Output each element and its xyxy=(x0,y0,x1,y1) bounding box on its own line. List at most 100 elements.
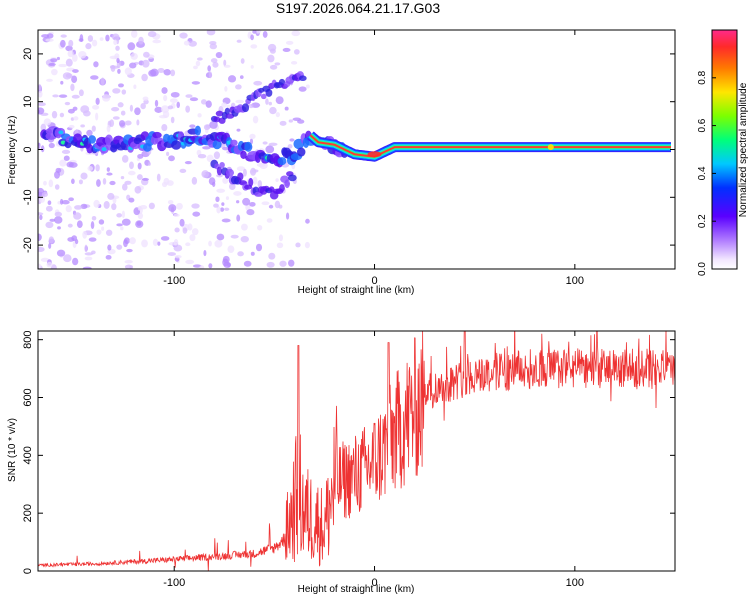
spectrogram-cell xyxy=(250,64,254,69)
x-tick-label: -100 xyxy=(163,275,185,287)
spectrogram-cell xyxy=(84,244,88,253)
spectrogram-cell xyxy=(305,218,310,224)
spectrogram-cell xyxy=(220,207,225,212)
spectrogram-cell xyxy=(152,39,162,44)
spectrogram-cell xyxy=(170,116,175,124)
spectrogram-cell xyxy=(117,83,124,88)
spectrogram-cell xyxy=(215,196,220,203)
spectrogram-cell xyxy=(78,50,87,59)
spectrogram-cell xyxy=(63,254,72,263)
spectrogram-cell xyxy=(215,51,223,59)
spectrogram-cell xyxy=(240,58,245,64)
spectrogram-cell xyxy=(148,202,155,210)
spectrogram-cell xyxy=(106,124,111,133)
spectrogram-cell xyxy=(171,140,182,150)
spectrogram-cell xyxy=(191,81,201,85)
spectrogram-cell xyxy=(279,184,285,193)
spectrogram-cell xyxy=(279,260,287,267)
spectrogram-cell xyxy=(142,96,149,101)
spectrogram-cell xyxy=(174,227,180,233)
spectrogram-cell xyxy=(147,161,151,166)
spectrogram-cell xyxy=(78,179,83,185)
spectrogram-cell xyxy=(120,175,125,180)
spectrogram-cell xyxy=(179,168,187,174)
spectrogram-cell xyxy=(206,30,216,36)
y-tick-label: 0 xyxy=(22,146,34,152)
spectrogram-cell xyxy=(120,226,124,231)
spectrogram-cell xyxy=(91,125,96,132)
spectrogram-cell xyxy=(197,113,202,118)
y-tick-label: 800 xyxy=(22,330,34,348)
spectrogram-cell xyxy=(252,115,259,124)
spectrogram-cell xyxy=(176,202,183,210)
spectrogram-cell xyxy=(192,211,201,217)
spectrogram-cell xyxy=(298,75,307,82)
spectrogram-cell xyxy=(228,75,237,83)
spectrogram-cell xyxy=(105,229,113,236)
spectrogram-cell xyxy=(189,124,196,128)
spectrogram-cell xyxy=(134,107,141,116)
spectrogram-cell xyxy=(191,228,199,236)
spectrogram-cell xyxy=(115,45,120,51)
spectrogram-cell xyxy=(288,259,295,267)
spectrogram-cell xyxy=(203,124,211,131)
spectrogram-cell xyxy=(167,252,176,257)
figure-title: S197.2026.064.21.17.G03 xyxy=(276,0,440,16)
spectrogram-cell xyxy=(289,138,295,142)
spectrogram-cell xyxy=(38,212,44,216)
spectrogram-cell xyxy=(196,57,203,61)
spectrogram-cell xyxy=(287,144,293,149)
spectrogram-cell xyxy=(221,202,225,206)
spectrogram-cell xyxy=(71,178,75,185)
spectrogram-cell xyxy=(147,31,157,38)
spectrogram-cell xyxy=(274,62,281,66)
spectrogram-cell xyxy=(216,188,226,193)
spectrogram-cell xyxy=(40,145,45,153)
spectrogram-cell xyxy=(129,237,136,245)
spectrogram-cell xyxy=(141,73,148,82)
spectrogram-cell xyxy=(43,180,47,186)
spectrogram-cell xyxy=(213,151,221,160)
spectrogram-cell xyxy=(225,196,230,200)
spectrogram-cell xyxy=(56,56,60,61)
spectrogram-cell xyxy=(224,207,230,211)
spectrogram-cell xyxy=(124,180,132,185)
spectrogram-cell xyxy=(173,244,183,252)
spectrogram-cell xyxy=(121,210,126,219)
spectrogram-cell xyxy=(212,61,219,68)
spectrogram-cell xyxy=(136,174,143,181)
spectrogram-cell xyxy=(257,224,263,231)
spectrogram-cell xyxy=(157,68,165,74)
spectrogram-cell xyxy=(38,263,42,269)
spectrogram-cell xyxy=(216,166,223,176)
spectrogram-cell xyxy=(167,105,174,110)
spectrogram-cell xyxy=(246,209,255,216)
spectrogram-cell xyxy=(78,89,84,97)
spectrogram-cell xyxy=(179,218,185,227)
spectrogram-cell xyxy=(250,251,255,256)
spectrogram-cell xyxy=(124,120,132,126)
spectrogram-cell xyxy=(216,206,221,214)
spectrogram-cell xyxy=(68,197,74,202)
spectrogram-cell xyxy=(121,154,129,163)
spectrogram-cell xyxy=(82,230,87,239)
spectrogram-cell xyxy=(71,75,78,83)
spectrogram-cell xyxy=(249,104,254,109)
spectrogram-cell xyxy=(209,40,217,45)
spectrogram-cell xyxy=(46,261,53,268)
spectrogram-cell xyxy=(168,204,177,212)
spectrogram-cell xyxy=(57,226,61,230)
spectrogram-cell xyxy=(93,199,100,208)
spectrogram-cell xyxy=(250,44,258,49)
spectrogram-cell xyxy=(112,116,120,120)
spectrogram-cell xyxy=(284,179,290,189)
spectrogram-cell xyxy=(62,72,72,80)
spectrogram-cell xyxy=(38,233,42,241)
spectrogram-cell xyxy=(136,221,142,227)
spectrogram-cell xyxy=(212,139,222,150)
spectrogram-cell xyxy=(208,177,216,186)
spectrogram-cell xyxy=(208,71,213,79)
spectrogram-cell xyxy=(208,263,213,269)
spectrogram-cell xyxy=(163,94,168,102)
spectrogram-cell xyxy=(224,86,228,92)
